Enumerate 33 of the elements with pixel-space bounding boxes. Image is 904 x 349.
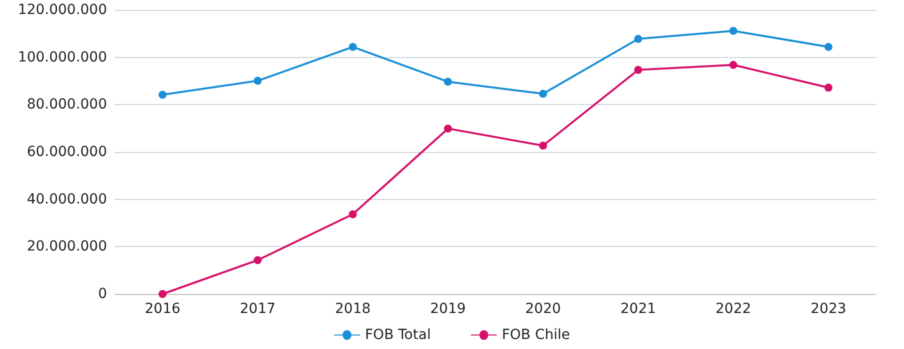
point <box>348 210 357 218</box>
legend-label: FOB Total <box>365 327 431 343</box>
x-tick-label: 2016 <box>144 301 180 317</box>
point <box>729 60 738 69</box>
point <box>444 124 452 133</box>
point <box>634 34 642 43</box>
x-tick-label: 2022 <box>715 301 752 317</box>
y-tick-label: 80.000.000 <box>26 96 107 113</box>
x-tick-label: 2018 <box>334 301 371 317</box>
point <box>729 26 738 35</box>
x-tick-label: 2020 <box>525 301 561 317</box>
point <box>444 78 452 86</box>
y-tick-label: 40.000.000 <box>26 191 107 208</box>
y-tick-label: 0 <box>98 286 107 302</box>
point <box>254 256 262 264</box>
x-tick-label: 2017 <box>240 301 276 317</box>
y-tick-label: 100.000.000 <box>18 49 107 66</box>
x-tick-label: 2023 <box>810 301 846 317</box>
point <box>158 90 167 99</box>
point <box>348 42 357 51</box>
x-tick-label: 2019 <box>430 301 466 317</box>
y-tick-label: 20.000.000 <box>26 238 107 255</box>
point <box>824 84 832 92</box>
point <box>539 142 548 150</box>
point <box>539 90 548 98</box>
point <box>634 66 642 74</box>
x-tick-label: 2021 <box>620 301 656 317</box>
point <box>158 290 167 298</box>
point <box>824 42 832 51</box>
y-tick-label: 120.000.000 <box>18 2 107 18</box>
y-tick-label: 60.000.000 <box>26 144 107 160</box>
point <box>254 76 262 85</box>
legend-label: FOB Chile <box>502 327 570 343</box>
